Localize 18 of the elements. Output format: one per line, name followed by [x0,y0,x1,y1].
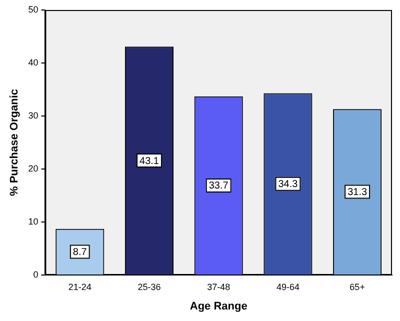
x-tick-label: 25-36 [138,282,161,292]
y-tick-label: 30 [28,110,38,120]
x-tick-label: 37-48 [207,282,230,292]
x-tick-label: 65+ [350,282,365,292]
y-tick-label: 0 [33,269,38,280]
y-tick-label: 40 [28,57,38,68]
data-label: 34.3 [278,179,298,190]
y-tick-label: 20 [28,163,38,174]
y-tick-label: 10 [28,216,38,226]
x-axis-title: Age Range [190,300,248,312]
x-tick-label: 21-24 [68,282,92,292]
data-label: 8.7 [72,246,88,258]
x-tick-label: 49-64 [276,282,300,292]
data-label: 33.7 [208,180,229,192]
data-label: 43.1 [140,156,160,167]
data-label: 31.3 [348,187,368,198]
y-axis-title: % Purchase Organic [8,89,21,196]
y-tick-label: 50 [28,4,38,14]
